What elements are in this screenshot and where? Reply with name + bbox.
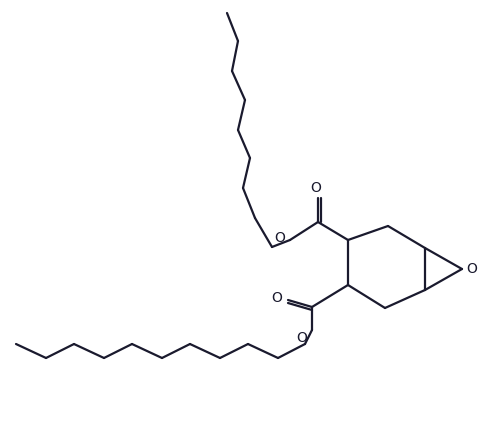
Text: O: O [275,231,285,245]
Text: O: O [310,181,321,195]
Text: O: O [272,291,282,305]
Text: O: O [297,331,308,345]
Text: O: O [466,262,477,276]
